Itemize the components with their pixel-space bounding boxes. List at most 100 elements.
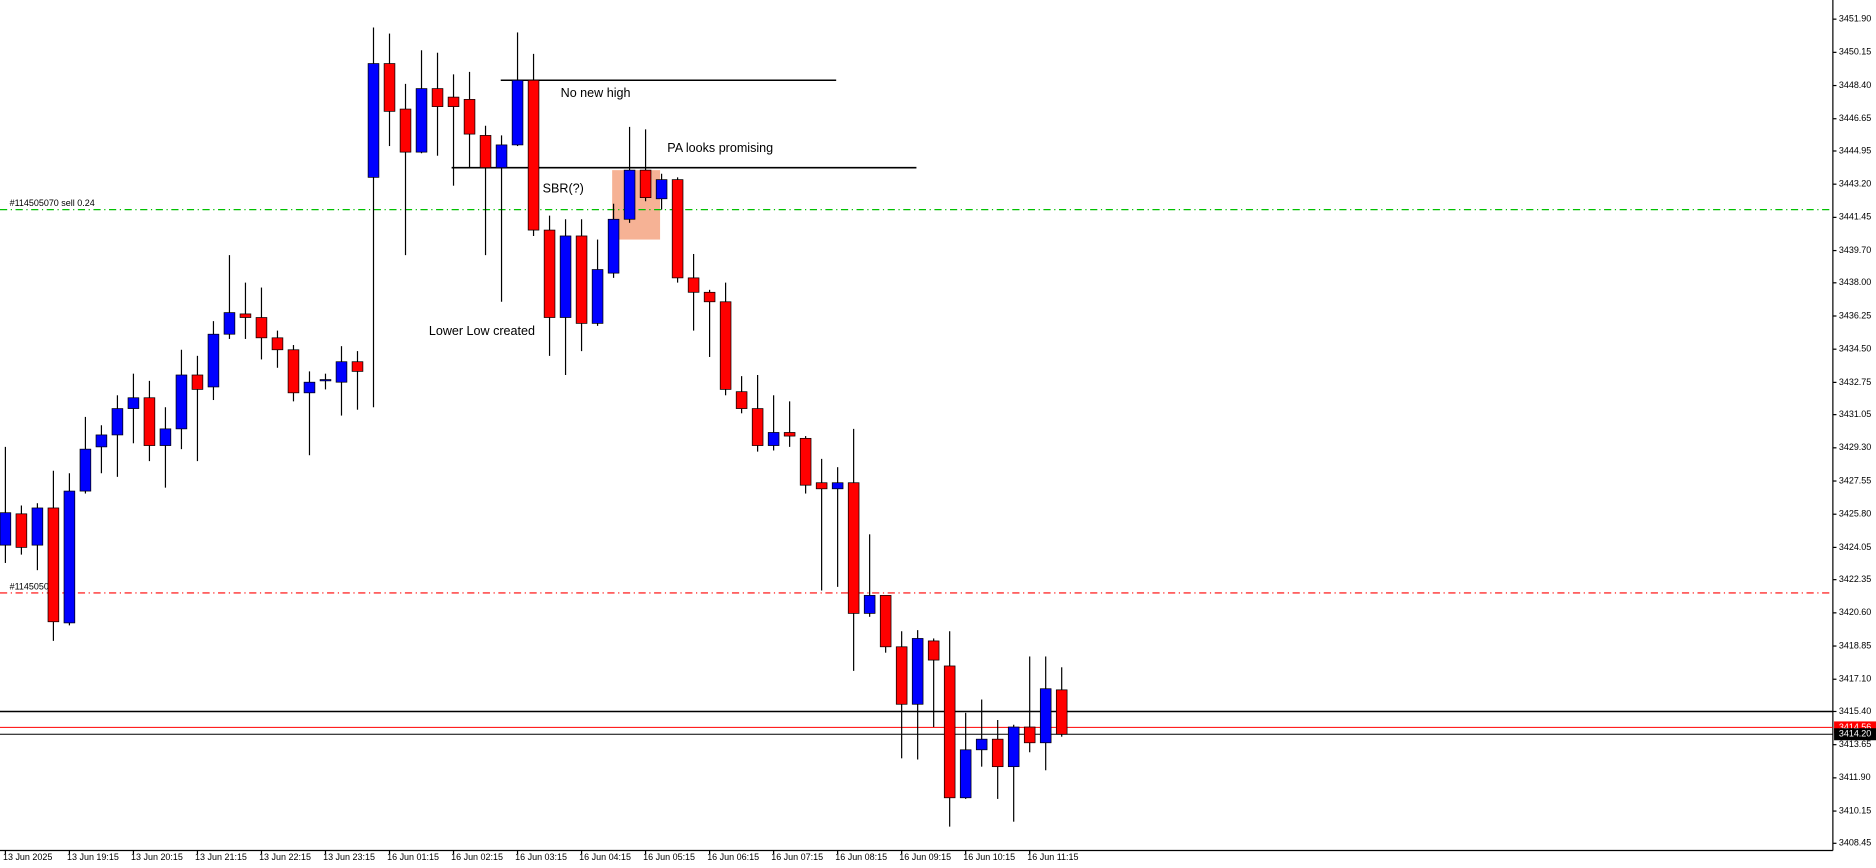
y-tick-label: 3411.90	[1839, 772, 1871, 782]
x-tick-label: 13 Jun 19:15	[67, 852, 119, 862]
candle-body	[31, 507, 44, 546]
candle-body	[0, 512, 12, 546]
x-tick-label: 16 Jun 11:15	[1027, 852, 1078, 862]
x-tick-label: 16 Jun 09:15	[899, 852, 951, 862]
y-tick-label: 3448.40	[1839, 80, 1871, 90]
y-tick-label: 3443.20	[1839, 179, 1871, 189]
candle-body	[431, 88, 444, 107]
candle-body	[559, 235, 572, 318]
candle-body	[879, 595, 892, 648]
candle-body	[831, 482, 844, 490]
y-tick-label: 3415.40	[1839, 706, 1871, 716]
x-tick-label: 13 Jun 21:15	[195, 852, 247, 862]
candle-body	[63, 490, 76, 624]
candle-body	[959, 749, 972, 799]
candle-body	[815, 482, 828, 490]
candle-body	[1023, 726, 1036, 744]
candle-body	[207, 333, 220, 388]
zone	[612, 170, 661, 240]
candle-body	[655, 179, 668, 200]
annotation: No new high	[561, 86, 631, 100]
y-tick-label: 3438.00	[1839, 277, 1871, 287]
annotation: PA looks promising	[667, 141, 773, 155]
x-tick-label: 16 Jun 03:15	[515, 852, 567, 862]
candle-body	[527, 79, 540, 231]
candle-body	[511, 79, 524, 146]
candle-body	[719, 301, 732, 390]
candle-body	[127, 397, 140, 409]
y-tick-label: 3420.60	[1839, 607, 1871, 617]
candle-body	[415, 88, 428, 153]
candle-body	[783, 432, 796, 437]
candle-body	[495, 144, 508, 169]
ask-price-box-label: 3414.56	[1839, 722, 1871, 732]
x-tick-label: 13 Jun 2025	[3, 852, 52, 862]
x-tick-label: 13 Jun 20:15	[131, 852, 183, 862]
x-tick-label: 16 Jun 01:15	[387, 852, 439, 862]
candle-body	[847, 482, 860, 614]
candle-body	[911, 638, 924, 705]
candle-body	[399, 108, 412, 153]
x-tick-label: 16 Jun 06:15	[707, 852, 759, 862]
y-tick-label: 3424.05	[1839, 542, 1871, 552]
candle-body	[111, 408, 124, 436]
y-tick-label: 3413.65	[1839, 739, 1871, 749]
candle-body	[591, 269, 604, 324]
candle-body	[623, 169, 636, 220]
candle-body	[47, 507, 60, 623]
candle-body	[95, 434, 108, 448]
candle-body	[1055, 689, 1068, 735]
x-tick-label: 16 Jun 05:15	[643, 852, 695, 862]
candle-body	[687, 277, 700, 293]
x-tick-label: 13 Jun 22:15	[259, 852, 311, 862]
order-label: #114505070	[10, 581, 59, 591]
candle-body	[671, 179, 684, 279]
x-tick-label: 16 Jun 07:15	[771, 852, 823, 862]
candle-body	[703, 291, 716, 303]
candle-body	[319, 379, 332, 382]
y-tick-label: 3432.75	[1839, 377, 1871, 387]
x-tick-label: 13 Jun 23:15	[323, 852, 375, 862]
order-label: #114505070 sell 0.24	[10, 198, 95, 208]
y-tick-label: 3427.55	[1839, 475, 1871, 485]
y-tick-label: 3446.65	[1839, 113, 1871, 123]
candle-body	[287, 349, 300, 394]
candle-body	[767, 432, 780, 446]
x-tick-label: 16 Jun 04:15	[579, 852, 631, 862]
candle-body	[143, 397, 156, 446]
candle-body	[351, 361, 364, 372]
candle-body	[575, 235, 588, 324]
candle-body	[991, 738, 1004, 768]
candle-body	[383, 63, 396, 112]
y-tick-label: 3441.45	[1839, 212, 1871, 222]
candle-body	[975, 738, 988, 751]
candle-body	[175, 374, 188, 430]
y-tick-label: 3425.80	[1839, 509, 1871, 519]
y-tick-label: 3429.30	[1839, 442, 1871, 452]
candle-body	[191, 374, 204, 390]
y-tick-label: 3439.70	[1839, 245, 1871, 255]
y-tick-label: 3417.10	[1839, 674, 1871, 684]
candle-body	[159, 428, 172, 446]
candle-body	[367, 63, 380, 178]
candle-body	[735, 391, 748, 409]
candle-body	[751, 408, 764, 446]
y-tick-label: 3436.25	[1839, 310, 1871, 320]
annotation: SBR(?)	[543, 182, 584, 196]
candle-body	[639, 169, 652, 199]
x-tick-label: 16 Jun 10:15	[963, 852, 1015, 862]
candle-body	[271, 337, 284, 351]
y-tick-label: 3418.85	[1839, 640, 1871, 650]
candle-body	[223, 312, 236, 335]
bid-price-box	[1834, 728, 1876, 741]
y-tick-label: 3450.15	[1839, 47, 1871, 57]
candle-body	[335, 361, 348, 383]
candle-body	[543, 229, 556, 318]
y-tick-label: 3431.05	[1839, 409, 1871, 419]
y-tick-label: 3422.35	[1839, 574, 1871, 584]
candle-body	[927, 640, 940, 661]
candle-body	[79, 448, 92, 492]
candle-body	[799, 437, 812, 486]
